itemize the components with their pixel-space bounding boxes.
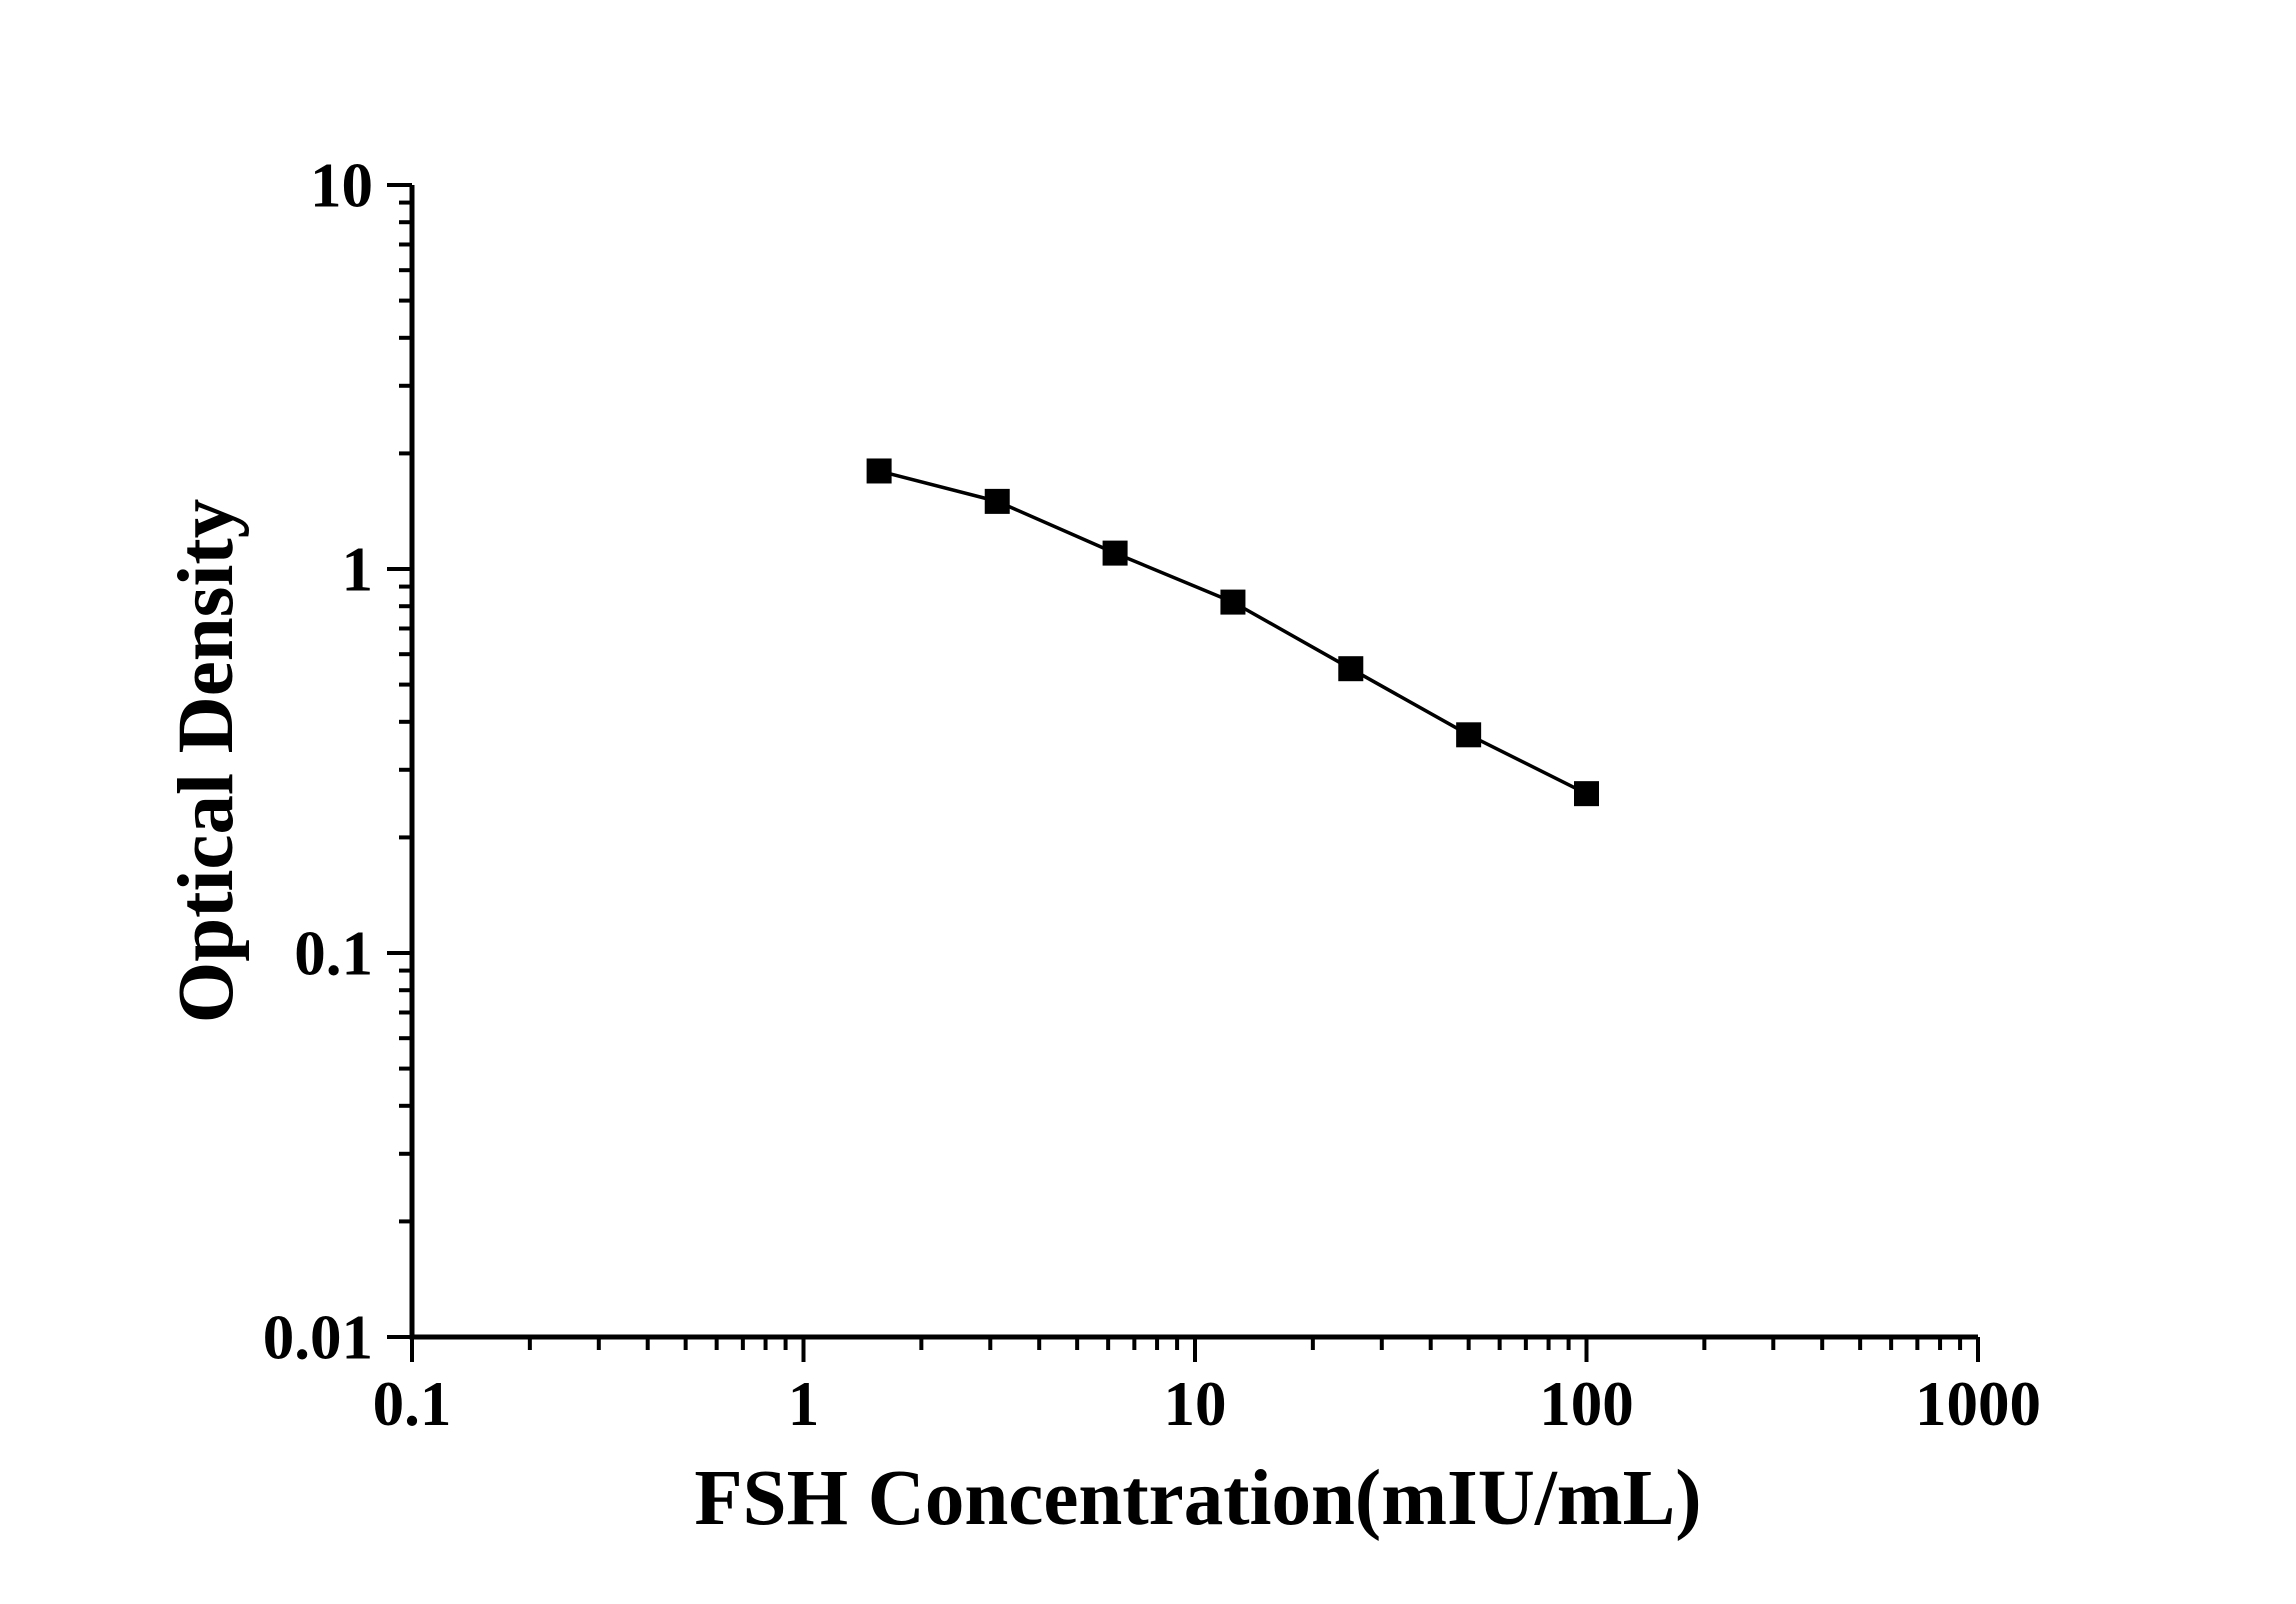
- data-point-marker: [1102, 540, 1128, 566]
- x-tick-label: 10: [1164, 1369, 1227, 1439]
- x-tick-label: 1000: [1915, 1369, 2041, 1439]
- data-point-marker: [1338, 656, 1364, 682]
- data-point-marker: [1456, 722, 1482, 748]
- y-tick-label: 0.01: [263, 1302, 373, 1372]
- x-tick-label: 0.1: [373, 1369, 452, 1439]
- y-tick-label: 1: [342, 534, 374, 604]
- data-point-marker: [984, 488, 1010, 514]
- y-axis-title: Optical Density: [163, 498, 250, 1024]
- data-point-marker: [1574, 781, 1599, 807]
- x-axis-title: FSH Concentration(mIU/mL): [694, 1455, 1702, 1542]
- data-point-marker: [1220, 589, 1246, 615]
- y-tick-label: 0.1: [294, 918, 373, 988]
- y-tick-label: 10: [310, 150, 373, 220]
- x-tick-label: 100: [1539, 1369, 1634, 1439]
- data-point-marker: [866, 458, 892, 484]
- x-tick-label: 1: [788, 1369, 820, 1439]
